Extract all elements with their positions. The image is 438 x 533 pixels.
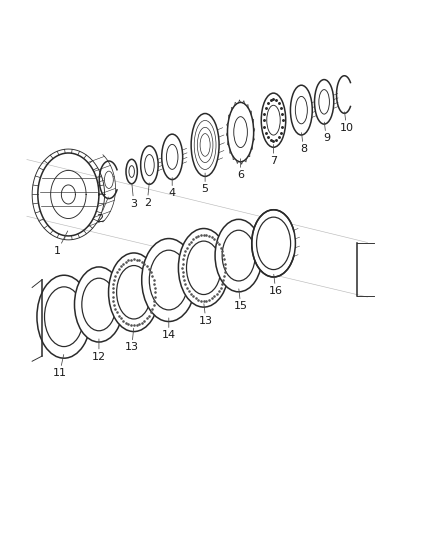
- Text: 13: 13: [199, 304, 213, 326]
- Text: 16: 16: [269, 274, 283, 296]
- Ellipse shape: [129, 166, 134, 177]
- Text: 15: 15: [234, 289, 248, 311]
- Ellipse shape: [261, 93, 286, 147]
- Ellipse shape: [74, 267, 124, 342]
- Ellipse shape: [126, 159, 138, 184]
- Text: 9: 9: [323, 122, 330, 143]
- Ellipse shape: [37, 275, 91, 358]
- Text: 12: 12: [92, 339, 106, 361]
- Text: 5: 5: [201, 173, 208, 194]
- Ellipse shape: [82, 278, 116, 331]
- Ellipse shape: [227, 102, 254, 162]
- Ellipse shape: [145, 155, 154, 176]
- Ellipse shape: [109, 253, 159, 332]
- Text: 7: 7: [270, 144, 277, 166]
- Ellipse shape: [222, 230, 255, 281]
- Ellipse shape: [194, 120, 216, 169]
- Text: 1: 1: [54, 231, 68, 256]
- Text: 4: 4: [169, 177, 176, 198]
- Ellipse shape: [257, 217, 290, 270]
- Ellipse shape: [319, 90, 329, 114]
- Ellipse shape: [187, 241, 221, 295]
- Ellipse shape: [234, 117, 247, 148]
- Ellipse shape: [197, 127, 213, 163]
- Text: 13: 13: [125, 328, 139, 352]
- Ellipse shape: [149, 250, 188, 310]
- Text: 6: 6: [237, 159, 244, 180]
- Text: 8: 8: [300, 133, 307, 154]
- Ellipse shape: [142, 239, 196, 321]
- Ellipse shape: [191, 114, 219, 176]
- Text: 10: 10: [339, 112, 353, 133]
- Text: 14: 14: [162, 318, 176, 340]
- Ellipse shape: [215, 220, 262, 292]
- Text: 11: 11: [53, 354, 67, 378]
- Ellipse shape: [166, 144, 178, 169]
- Ellipse shape: [314, 79, 334, 124]
- Ellipse shape: [117, 265, 151, 319]
- Ellipse shape: [267, 106, 280, 135]
- Ellipse shape: [45, 287, 84, 346]
- Ellipse shape: [295, 96, 307, 124]
- Ellipse shape: [252, 210, 295, 277]
- Ellipse shape: [162, 134, 183, 180]
- Ellipse shape: [105, 171, 113, 189]
- Text: 3: 3: [131, 183, 138, 208]
- Ellipse shape: [200, 134, 210, 156]
- Ellipse shape: [141, 146, 158, 184]
- Text: 2: 2: [96, 197, 108, 224]
- Ellipse shape: [290, 85, 312, 135]
- Text: 2: 2: [144, 183, 151, 208]
- Ellipse shape: [178, 229, 229, 307]
